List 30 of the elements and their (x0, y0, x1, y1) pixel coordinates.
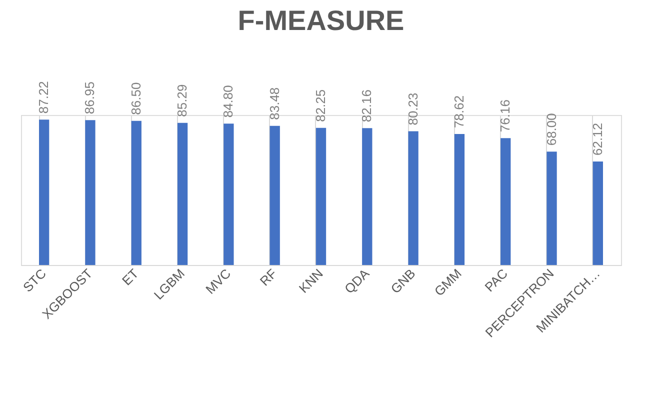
bar (454, 134, 465, 265)
x-tick-label: ET (118, 266, 142, 288)
data-label: 82.25 (313, 89, 328, 122)
bar (131, 120, 142, 265)
data-label: 68.00 (544, 113, 559, 146)
bar (270, 126, 280, 265)
data-label: 62.12 (590, 122, 605, 156)
x-tick-label: RF (256, 266, 280, 289)
data-label: 78.62 (451, 95, 466, 128)
bar (500, 138, 511, 265)
bar (177, 122, 188, 265)
bar (408, 131, 418, 265)
data-label: 83.48 (266, 87, 282, 120)
data-label: 86.50 (128, 82, 144, 115)
bar (85, 120, 96, 265)
data-label: 87.22 (36, 81, 52, 114)
bar (39, 120, 50, 265)
data-label: 82.16 (359, 90, 374, 122)
chart-title: F-MEASURE (238, 5, 404, 36)
data-label: 86.95 (82, 82, 98, 114)
bar (316, 128, 326, 265)
bar (224, 124, 234, 265)
bar (546, 152, 557, 265)
data-label: 84.80 (220, 85, 236, 118)
data-label: 80.23 (405, 92, 420, 126)
bar (592, 161, 603, 265)
bar (362, 128, 372, 265)
x-tick-label: QDA (342, 266, 372, 296)
data-label: 76.16 (498, 100, 513, 132)
data-label: 85.29 (174, 84, 190, 117)
